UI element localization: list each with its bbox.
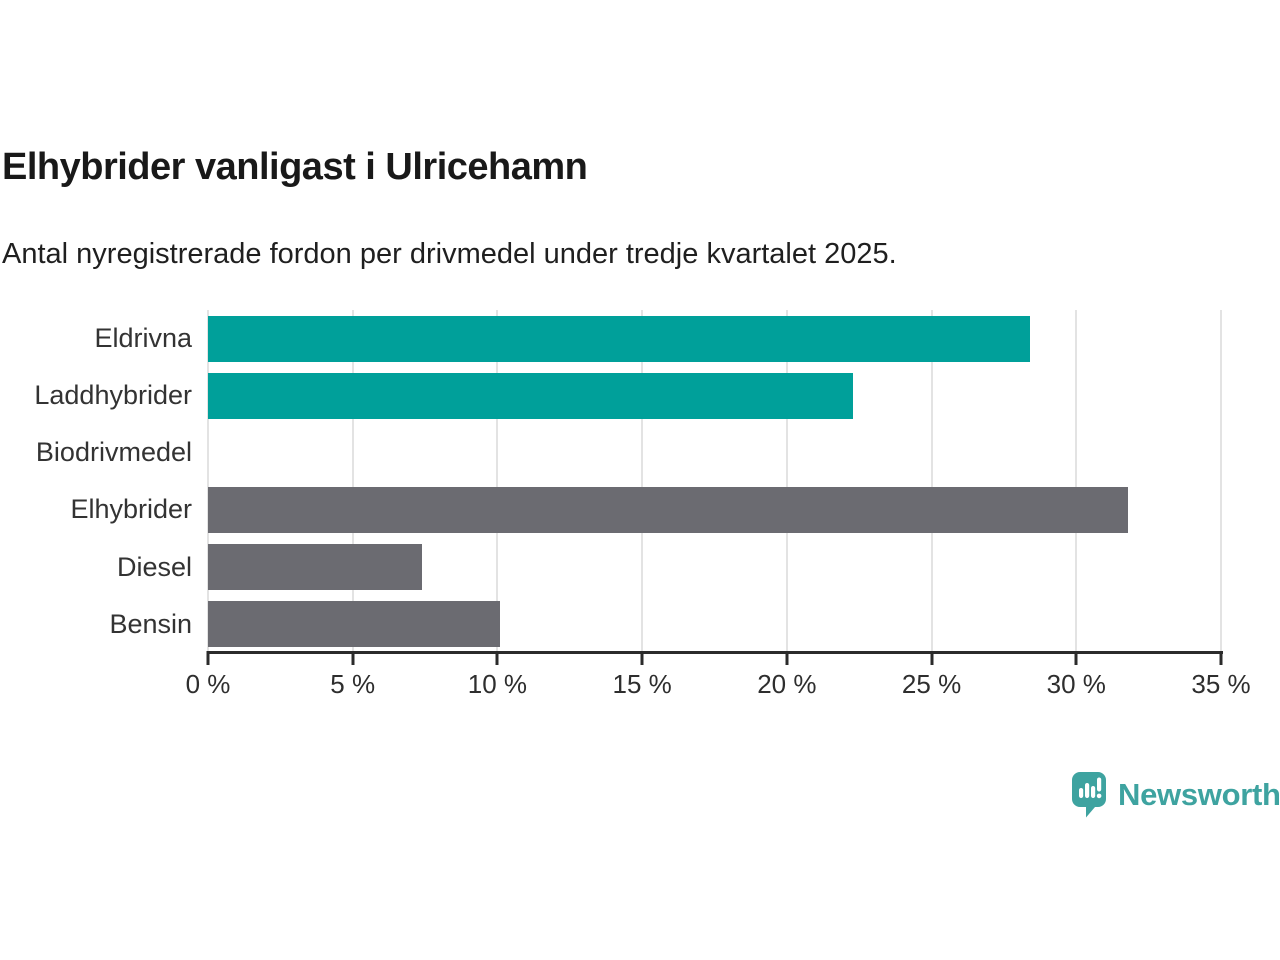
gridline	[1220, 310, 1222, 653]
bar	[208, 601, 501, 648]
x-tick-mark	[785, 651, 789, 665]
gridline	[641, 310, 644, 653]
chart-subtitle: Antal nyregistrerade fordon per drivmede…	[2, 238, 897, 270]
category-label: Laddhybrider	[34, 380, 192, 411]
gridline	[351, 310, 354, 653]
x-tick-label: 10 %	[467, 669, 528, 699]
bar	[208, 487, 1129, 534]
gridline	[207, 310, 209, 653]
x-tick-label: 0 %	[185, 669, 231, 699]
bar	[208, 315, 1030, 362]
x-tick-mark	[930, 651, 934, 665]
plot-area: 0 % 5 % 10 % 15 % 20 % 25 % 30 % 35 %	[186, 310, 1251, 699]
category-label: Eldrivna	[94, 323, 192, 353]
gridline	[785, 310, 788, 653]
x-tick-mark	[351, 651, 355, 665]
x-tick-label: 20 %	[757, 669, 817, 699]
x-tick-mark	[495, 651, 499, 665]
x-tick-label: 15 %	[612, 669, 672, 699]
bar	[208, 372, 854, 419]
x-axis-line	[207, 651, 1223, 654]
x-tick-mark	[1074, 651, 1078, 665]
category-label: Biodrivmedel	[35, 437, 192, 468]
chart-title: Elhybrider vanligast i Ulricehamn	[2, 146, 588, 188]
x-tick-mark	[206, 651, 210, 665]
newsworthy-logo-icon	[1072, 772, 1106, 818]
category-labels: Eldrivna Laddhybrider Biodrivmedel Elhybrid…	[0, 310, 192, 653]
category-label: Bensin	[109, 608, 192, 639]
gridline	[1075, 310, 1078, 653]
x-tick-label: 5 %	[330, 669, 376, 699]
gridline	[930, 310, 933, 653]
category-label: Elhybrider	[70, 494, 192, 525]
bar	[208, 544, 423, 591]
category-label: Diesel	[116, 551, 192, 582]
x-tick-mark	[1219, 651, 1223, 665]
x-tick-label: 25 %	[901, 669, 962, 699]
newsworthy-logo-text: Newsworthy	[1118, 777, 1280, 812]
x-tick-mark	[640, 651, 644, 665]
gridline	[496, 310, 499, 653]
newsworthy-logo: Newsworthy	[1072, 772, 1280, 818]
x-tick-label: 35 %	[1191, 669, 1251, 699]
x-tick-label: 30 %	[1046, 669, 1106, 699]
